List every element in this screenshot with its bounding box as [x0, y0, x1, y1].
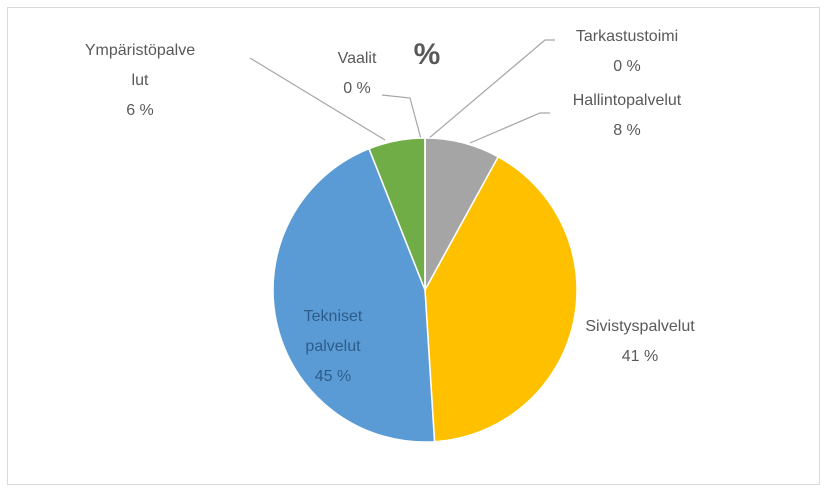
leader-line — [427, 39, 555, 140]
pie-slice — [424, 155, 578, 443]
value-label: 6 % — [126, 102, 154, 119]
category-label: Ympäristöpalvelut — [84, 42, 196, 89]
category-label: Tarkastustoimi — [575, 28, 679, 45]
data-label: Vaalit 0 % — [327, 44, 387, 104]
category-label: Tekniset palvelut — [303, 308, 363, 355]
chart-title: % — [413, 38, 441, 71]
leader-line — [469, 112, 550, 144]
leader-line — [381, 94, 422, 140]
frame — [7, 7, 820, 485]
category-label: Vaalit — [337, 50, 377, 67]
data-label: Tarkastustoimi 0 % — [552, 22, 702, 82]
value-label: 41 % — [621, 348, 659, 365]
data-label: Sivistyspalvelut 41 % — [565, 312, 715, 372]
category-label: Hallintopalvelut — [572, 92, 682, 109]
pie-slice — [272, 147, 436, 443]
value-label: 8 % — [613, 122, 641, 139]
slices — [272, 137, 578, 443]
leader-lines — [249, 39, 555, 144]
data-label: Ympäristöpalvelut 6 % — [84, 36, 196, 126]
value-label: 45 % — [314, 368, 352, 385]
category-label: Sivistyspalvelut — [585, 318, 695, 335]
value-label: 0 % — [343, 80, 371, 97]
data-label: Tekniset palvelut 45 % — [293, 302, 373, 392]
value-label: 0 % — [613, 58, 641, 75]
data-label: Hallintopalvelut 8 % — [568, 86, 686, 146]
leader-line — [249, 57, 386, 141]
